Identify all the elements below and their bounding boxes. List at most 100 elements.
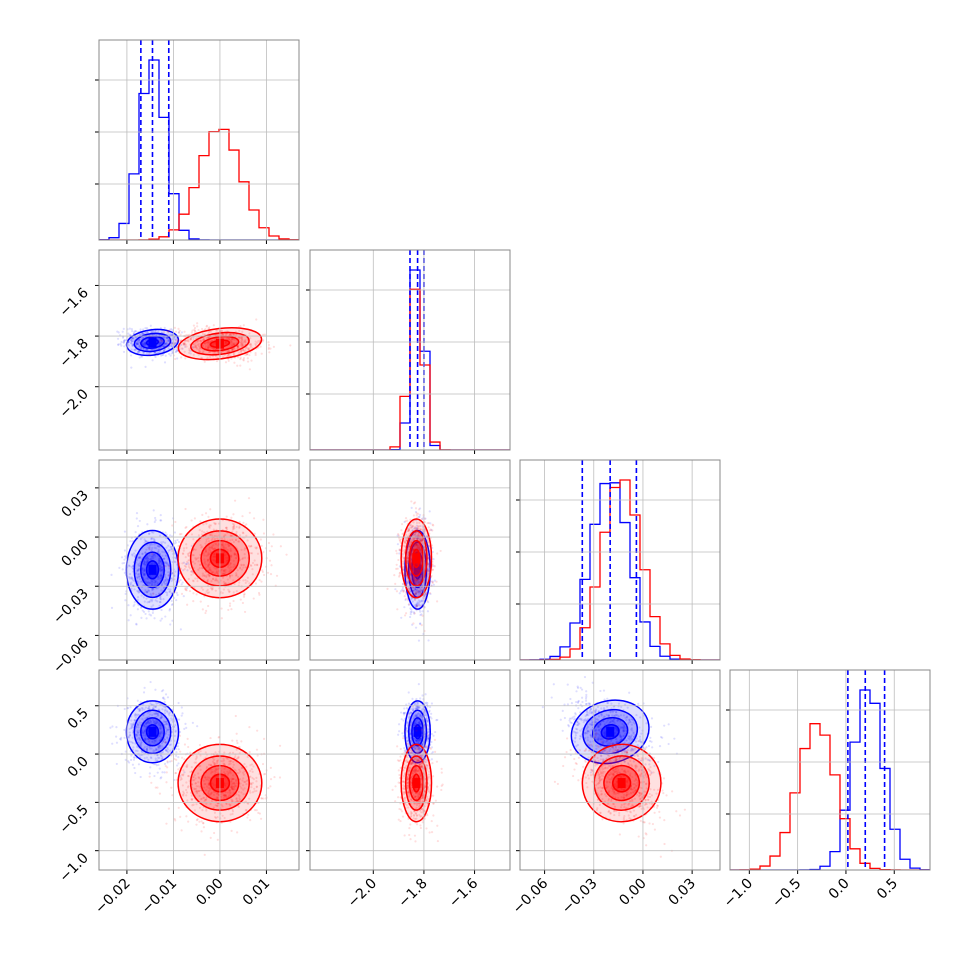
- scatter-point: [140, 333, 143, 336]
- scatter-point: [130, 740, 133, 744]
- scatter-point: [187, 340, 190, 343]
- scatter-point: [159, 744, 162, 747]
- scatter-point: [423, 549, 427, 552]
- scatter-point: [166, 728, 169, 731]
- scatter-point: [131, 344, 134, 347]
- scatter-point: [142, 747, 145, 750]
- scatter-point: [159, 338, 163, 341]
- scatter-point: [176, 357, 179, 360]
- scatter-point: [212, 571, 215, 574]
- scatter-point: [233, 523, 236, 526]
- scatter-point: [414, 572, 417, 575]
- scatter-point: [246, 357, 249, 360]
- scatter-point: [217, 544, 220, 547]
- scatter-point: [187, 339, 190, 342]
- scatter-point: [244, 579, 247, 582]
- contour-blue-1: [133, 541, 172, 599]
- scatter-point: [234, 333, 237, 337]
- density-core-red: [412, 553, 421, 564]
- scatter-point: [175, 750, 178, 754]
- scatter-point: [259, 345, 262, 348]
- scatter-point: [148, 546, 151, 549]
- scatter-point: [163, 582, 167, 585]
- scatter-point: [134, 716, 137, 719]
- scatter-point: [184, 345, 187, 348]
- scatter-point: [420, 537, 424, 540]
- scatter-point: [151, 583, 154, 587]
- scatter-point: [230, 333, 233, 337]
- scatter-point: [147, 720, 150, 724]
- scatter-point: [232, 599, 235, 603]
- scatter-point: [424, 593, 427, 596]
- scatter-point: [147, 719, 150, 723]
- scatter-point: [136, 733, 139, 736]
- scatter-point: [131, 554, 134, 557]
- scatter-point: [164, 733, 167, 736]
- scatter-point: [147, 707, 150, 710]
- scatter-point: [242, 521, 245, 524]
- scatter-point: [252, 597, 255, 600]
- scatter-point: [206, 578, 210, 581]
- scatter-point: [165, 749, 168, 753]
- scatter-point: [177, 581, 180, 584]
- scatter-point: [233, 338, 236, 341]
- scatter-point: [269, 573, 273, 576]
- scatter-point: [197, 328, 200, 332]
- scatter-point: [132, 337, 135, 340]
- scatter-point: [248, 332, 251, 335]
- scatter-point: [175, 350, 178, 353]
- scatter-point: [150, 594, 153, 597]
- scatter-point: [208, 524, 211, 527]
- scatter-point: [270, 564, 273, 567]
- scatter-point: [253, 559, 256, 562]
- scatter-point: [209, 836, 212, 839]
- scatter-point: [220, 543, 223, 546]
- scatter-point: [193, 774, 196, 777]
- scatter-point: [162, 344, 165, 348]
- scatter-point: [136, 730, 139, 733]
- scatter-point: [412, 578, 416, 581]
- scatter-point: [221, 543, 224, 546]
- scatter-point: [413, 612, 416, 615]
- scatter-point: [190, 544, 193, 547]
- scatter-point: [204, 549, 208, 552]
- scatter-point: [416, 581, 419, 585]
- scatter-point: [142, 342, 145, 345]
- scatter-point: [409, 558, 413, 561]
- scatter-point: [197, 776, 200, 779]
- scatter-point: [403, 614, 407, 617]
- scatter-point: [217, 564, 220, 567]
- scatter-point: [153, 581, 156, 584]
- scatter-point: [165, 578, 168, 581]
- scatter-point: [216, 579, 219, 582]
- scatter-point: [419, 613, 422, 617]
- scatter-point: [151, 581, 154, 584]
- scatter-point: [238, 798, 242, 801]
- scatter-point: [412, 514, 416, 517]
- scatter-point: [224, 795, 228, 798]
- scatter-point: [148, 705, 151, 709]
- scatter-point: [230, 798, 233, 801]
- scatter-point: [404, 537, 407, 540]
- scatter-point: [421, 614, 424, 617]
- scatter-point: [154, 329, 157, 332]
- scatter-point: [143, 562, 146, 566]
- scatter-point: [230, 338, 233, 341]
- scatter-point: [404, 517, 408, 520]
- scatter-point: [418, 565, 421, 568]
- scatter-point: [163, 550, 166, 554]
- scatter-point: [130, 726, 133, 729]
- contour-blue-2: [140, 335, 165, 349]
- scatter-point: [398, 572, 401, 575]
- scatter-point: [179, 628, 182, 631]
- scatter-point: [199, 754, 202, 757]
- scatter-point: [148, 547, 151, 550]
- scatter-point: [150, 555, 153, 559]
- scatter-point: [418, 507, 422, 510]
- scatter-point: [166, 737, 169, 740]
- scatter-point: [400, 616, 403, 619]
- scatter-point: [427, 600, 430, 604]
- scatter-point: [190, 765, 193, 769]
- scatter-point: [204, 566, 208, 569]
- scatter-point: [136, 731, 139, 734]
